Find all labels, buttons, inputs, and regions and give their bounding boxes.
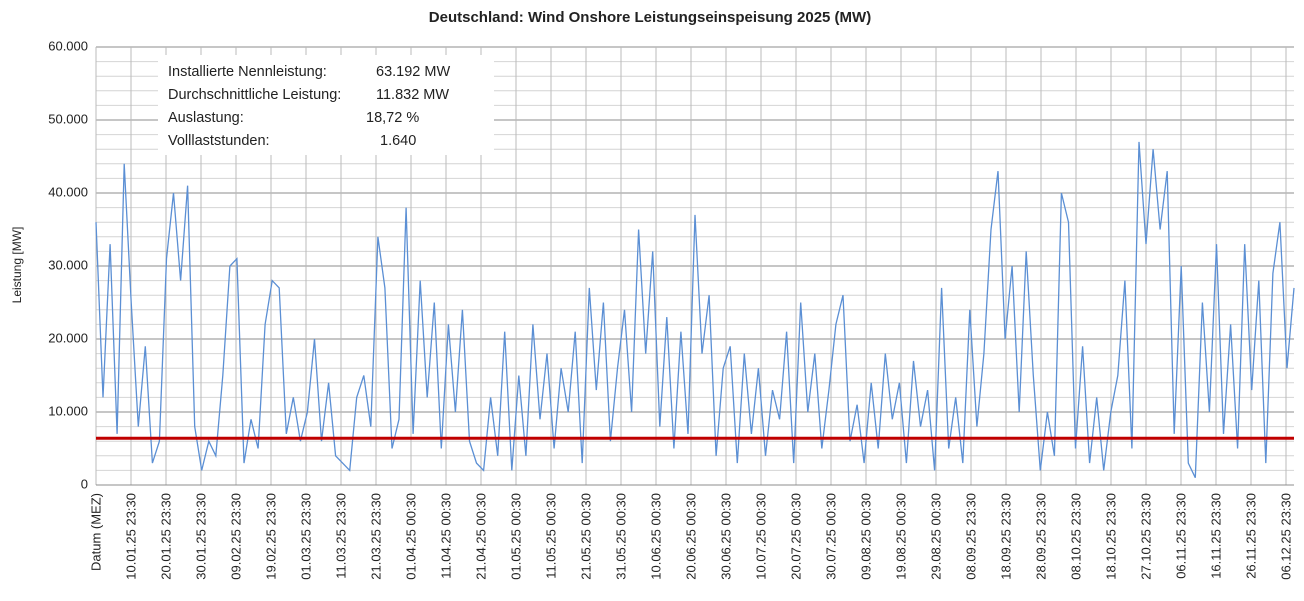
series-line — [95, 141, 1295, 478]
x-tick-label: 01.03.25 23:30 — [298, 493, 313, 580]
x-tick-label: 27.10.25 23:30 — [1138, 493, 1153, 580]
x-tick-label: 10.01.25 23:30 — [123, 493, 138, 580]
x-tick-label: 30.01.25 23:30 — [193, 493, 208, 580]
x-tick-label: 26.11.25 23:30 — [1243, 493, 1258, 579]
y-tick-label: 60.000 — [48, 38, 88, 53]
y-tick-label: 10.000 — [48, 403, 88, 418]
y-axis-label: Leistung [MW] — [10, 227, 24, 304]
x-tick-label: 11.04.25 00:30 — [438, 493, 453, 579]
x-tick-label: 10.07.25 00:30 — [753, 493, 768, 580]
x-tick-label: 01.04.25 00:30 — [403, 493, 418, 580]
x-tick-label: 20.07.25 00:30 — [788, 493, 803, 580]
y-tick-label: 40.000 — [48, 184, 88, 199]
y-tick-label: 50.000 — [48, 111, 88, 126]
x-tick-label: 08.09.25 23:30 — [963, 493, 978, 580]
x-tick-label: 08.10.25 23:30 — [1068, 493, 1083, 580]
x-tick-label: 20.01.25 23:30 — [158, 493, 173, 580]
x-tick-label: 29.08.25 00:30 — [928, 493, 943, 580]
annotation-box — [158, 55, 494, 155]
x-tick-label: 18.10.25 23:30 — [1103, 493, 1118, 580]
annotation-label: Durchschnittliche Leistung: — [168, 87, 341, 103]
annotation-value: 1.640 — [380, 133, 416, 149]
x-tick-label: 16.11.25 23:30 — [1208, 493, 1223, 579]
x-tick-label: 10.06.25 00:30 — [648, 493, 663, 580]
x-tick-label: 19.02.25 23:30 — [263, 493, 278, 580]
x-tick-label: 31.05.25 00:30 — [613, 493, 628, 580]
x-tick-label: 21.05.25 00:30 — [578, 493, 593, 580]
annotation-value: 11.832 MW — [376, 87, 449, 103]
annotation-value: 63.192 MW — [376, 64, 450, 80]
x-tick-label: 06.11.25 23:30 — [1173, 493, 1188, 579]
x-tick-label: 09.02.25 23:30 — [228, 493, 243, 580]
x-tick-label: 18.09.25 23:30 — [998, 493, 1013, 580]
x-tick-label: 21.03.25 23:30 — [368, 493, 383, 580]
x-tick-label: 11.05.25 00:30 — [543, 493, 558, 579]
x-tick-label: 30.07.25 00:30 — [823, 493, 838, 580]
x-axis-label: Datum (MEZ) — [88, 493, 103, 571]
annotation-label: Volllaststunden: — [168, 133, 270, 149]
annotation-label: Installierte Nennleistung: — [168, 64, 327, 80]
x-tick-label: 21.04.25 00:30 — [473, 493, 488, 580]
x-tick-label: 06.12.25 23:30 — [1278, 493, 1293, 580]
x-tick-label: 09.08.25 00:30 — [858, 493, 873, 580]
x-tick-label: 30.06.25 00:30 — [718, 493, 733, 580]
y-tick-label: 30.000 — [48, 257, 88, 272]
y-tick-label: 20.000 — [48, 330, 88, 345]
annotation-label: Auslastung: — [168, 110, 244, 126]
x-tick-label: 28.09.25 23:30 — [1033, 493, 1048, 580]
x-tick-label: 11.03.25 23:30 — [333, 493, 348, 579]
chart-title: Deutschland: Wind Onshore Leistungseinsp… — [429, 9, 871, 26]
annotation-value: 18,72 % — [366, 110, 419, 126]
x-tick-label: 19.08.25 00:30 — [893, 493, 908, 580]
x-tick-label: 01.05.25 00:30 — [508, 493, 523, 580]
x-tick-label: 20.06.25 00:30 — [683, 493, 698, 580]
y-tick-label: 0 — [81, 476, 88, 491]
